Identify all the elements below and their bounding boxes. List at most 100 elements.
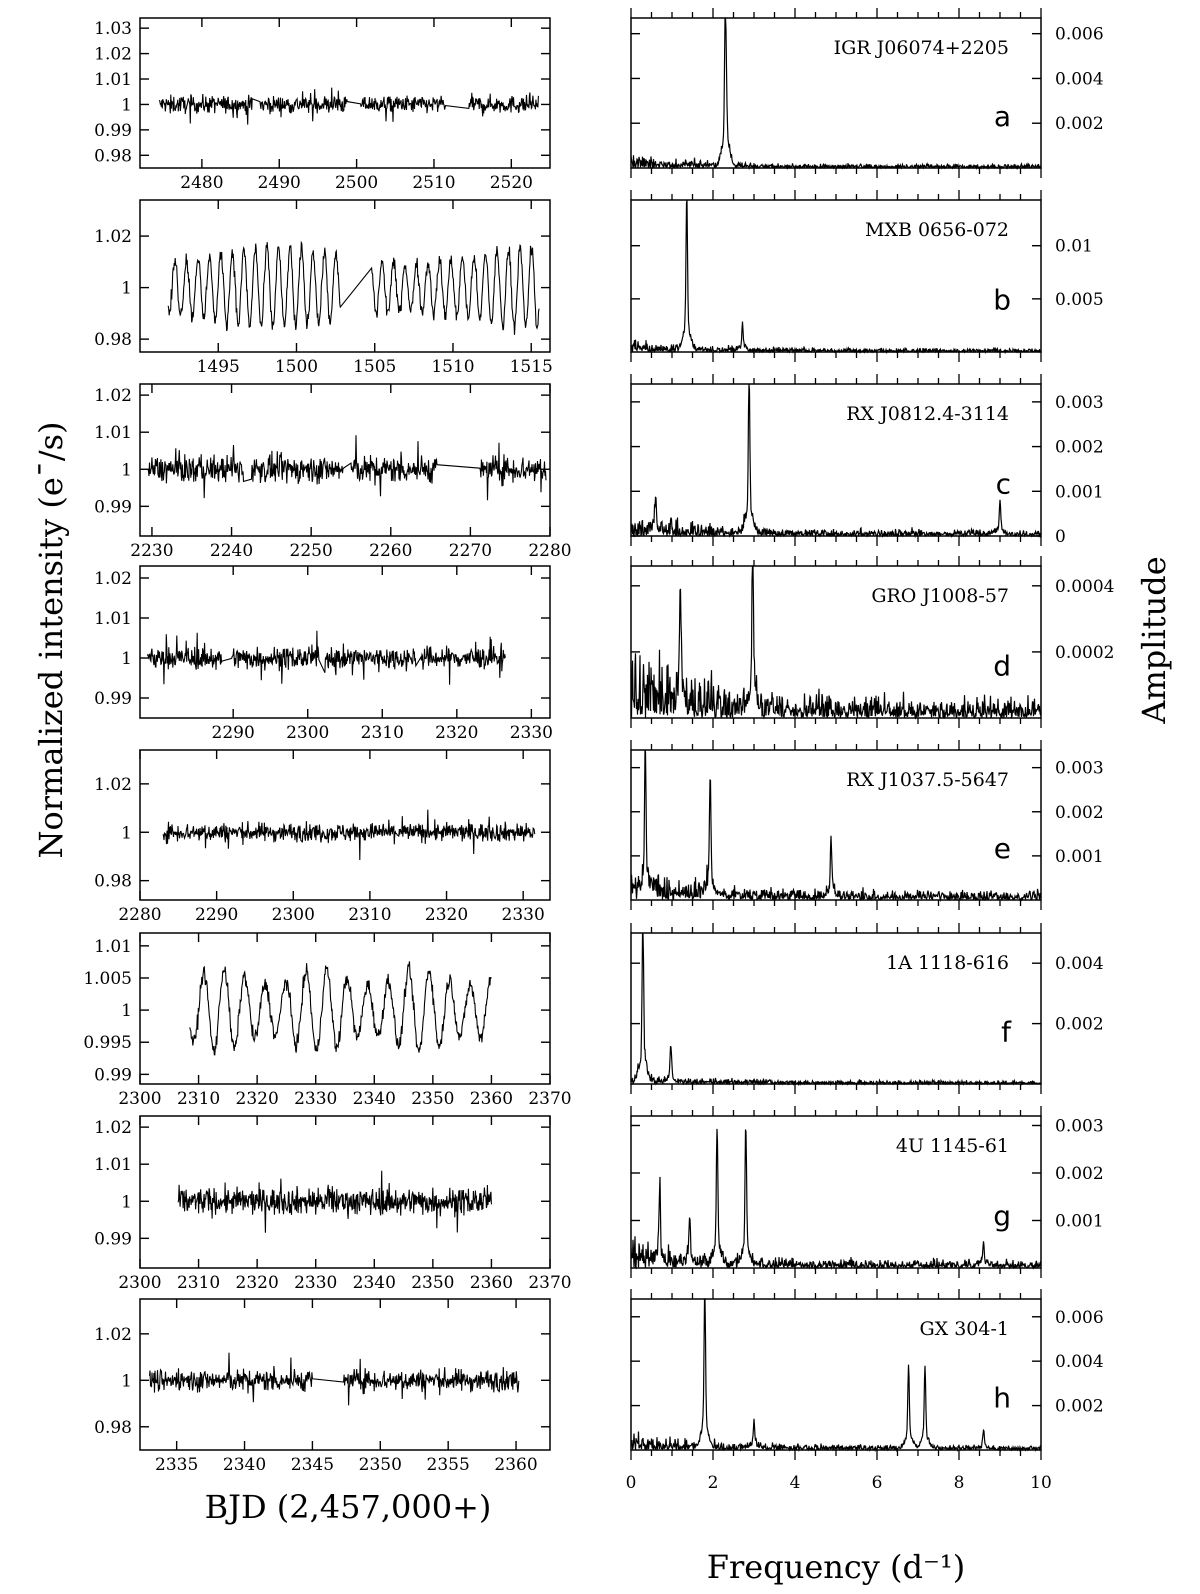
lc-x-tick-label: 2370: [528, 1089, 571, 1109]
panel-letter: h: [993, 1382, 1011, 1415]
lightcurve-frame: [139, 565, 551, 719]
lightcurve-frame: [139, 749, 551, 901]
lightcurve-frame: [139, 199, 551, 353]
lc-x-tick-label: 2490: [258, 173, 301, 193]
ps-y-tick-label: 0.004: [1055, 69, 1104, 89]
freq-tick-label: 0: [626, 1473, 637, 1493]
lc-y-tick-label: 0.99: [94, 689, 132, 709]
lightcurve-trace: [167, 240, 540, 335]
lc-x-tick-label: 2520: [490, 173, 533, 193]
ps-y-tick-label: 0.005: [1055, 290, 1104, 310]
lc-y-tick-label: 0.98: [94, 146, 132, 166]
lc-x-tick-label: 2310: [177, 1089, 220, 1109]
panel-letter: b: [993, 283, 1011, 316]
spectrum-trace: [630, 17, 1042, 171]
lc-x-tick-label: 2280: [118, 905, 161, 925]
lightcurve-trace: [146, 630, 506, 685]
lc-y-tick-label: 0.99: [94, 1065, 132, 1085]
lc-x-tick-label: 2345: [291, 1455, 334, 1475]
lc-y-tick-label: 1.01: [94, 609, 132, 629]
lc-x-tick-label: 2300: [272, 905, 315, 925]
lc-y-tick-label: 1.02: [94, 1118, 132, 1138]
lc-x-tick-label: 2270: [449, 541, 492, 561]
freq-tick-label: 4: [790, 1473, 801, 1493]
frequency-axis: 0 2 4 6 8 10: [626, 1473, 1052, 1493]
left-y-axis-title: Normalized intensity (e¯/s): [32, 421, 70, 858]
freq-tick-label: 8: [954, 1473, 965, 1493]
ps-y-tick-label: 0.003: [1055, 759, 1104, 779]
lightcurve-e: 1.02 1 0.98 2280 2290 2300 2310 2320 2330: [94, 749, 551, 925]
object-name: 1A 1118-616: [886, 952, 1009, 974]
lc-x-tick-label: 2350: [411, 1273, 454, 1293]
panel-f: 1.01 1.005 1 0.995 0.99 2300 2310 2320 2330 2340 2…: [83, 923, 1104, 1109]
lc-y-tick-label: 1.02: [94, 1325, 132, 1345]
lc-y-tick-label: 0.98: [94, 330, 132, 350]
lightcurve-trace: [148, 1352, 520, 1406]
ps-y-tick-label: 0.002: [1055, 438, 1104, 458]
lc-y-tick-label: 1.01: [94, 423, 132, 443]
panel-letter: e: [994, 832, 1011, 865]
lc-x-tick-label: 2355: [427, 1455, 470, 1475]
lc-x-tick-label: 2310: [361, 723, 404, 743]
lightcurve-a: 1.03 1.02 1.01 1 0.99 0.98 2480 2490 2500 2510 252…: [94, 17, 551, 193]
ps-y-tick-label: 0.006: [1055, 1308, 1104, 1328]
spectrum-trace: [630, 565, 1042, 720]
object-name: GX 304-1: [919, 1318, 1009, 1340]
lc-x-tick-label: 2320: [236, 1089, 279, 1109]
lc-x-tick-label: 2290: [212, 723, 255, 743]
lc-y-tick-label: 0.98: [94, 1418, 132, 1438]
lc-x-tick-label: 2310: [348, 905, 391, 925]
ps-y-tick-label: 0.0002: [1055, 643, 1114, 663]
ps-y-tick-label: 0.002: [1055, 1015, 1104, 1035]
lc-x-tick-label: 2300: [118, 1273, 161, 1293]
lc-x-tick-label: 2340: [353, 1089, 396, 1109]
ps-y-tick-label: 0.004: [1055, 1352, 1104, 1372]
right-y-axis-title: Amplitude: [1135, 556, 1173, 724]
spectrum-a: 0.006 0.004 0.002 IGR J06074+2205 a: [630, 8, 1104, 178]
ps-y-tick-label: 0.01: [1055, 237, 1093, 257]
lc-y-tick-label: 0.99: [94, 1229, 132, 1249]
spectrum-h: 0.006 0.004 0.002 GX 304-1 h: [630, 1289, 1104, 1460]
object-name: RX J0812.4-3114: [846, 403, 1009, 425]
lc-x-tick-label: 2330: [294, 1273, 337, 1293]
panel-letter: d: [993, 649, 1011, 682]
lc-y-tick-label: 1.02: [94, 227, 132, 247]
ps-y-tick-label: 0.006: [1055, 25, 1104, 45]
lightcurve-trace: [162, 809, 536, 861]
lc-y-tick-label: 1.01: [94, 937, 132, 957]
lc-y-tick-label: 1.02: [94, 45, 132, 65]
lightcurve-trace: [158, 87, 539, 125]
lc-y-tick-label: 0.995: [83, 1033, 132, 1053]
freq-tick-label: 2: [708, 1473, 719, 1493]
object-name: IGR J06074+2205: [834, 37, 1009, 59]
lc-x-tick-label: 1495: [197, 357, 240, 377]
lc-y-tick-label: 1: [121, 1001, 132, 1021]
panel-letter: c: [996, 467, 1011, 500]
lc-x-tick-label: 1510: [431, 357, 474, 377]
spectrum-d: 0.0004 0.0002 GRO J1008-57 d: [630, 556, 1114, 728]
lc-x-tick-label: 2510: [412, 173, 455, 193]
lc-x-tick-label: 2320: [425, 905, 468, 925]
lightcurve-frame: [139, 1115, 551, 1269]
lightcurve-frame: [139, 932, 551, 1085]
lightcurve-frame: [139, 383, 551, 537]
lc-y-tick-label: 1: [121, 649, 132, 669]
spectrum-f: 0.004 0.002 1A 1118-616 f: [630, 923, 1104, 1094]
lc-x-tick-label: 2340: [223, 1455, 266, 1475]
lc-y-tick-label: 1.01: [94, 1155, 132, 1175]
right-x-axis-title: Frequency (d⁻¹): [707, 1548, 965, 1586]
spectrum-c: 0.003 0.002 0.001 0 RX J0812.4-3114 c: [630, 374, 1104, 547]
lc-x-tick-label: 2350: [411, 1089, 454, 1109]
ps-y-tick-label: 0.002: [1055, 1164, 1104, 1184]
lightcurve-frame: [139, 17, 551, 169]
spectrum-e: 0.003 0.002 0.001 RX J1037.5-5647 e: [630, 740, 1104, 910]
ps-y-tick-label: 0.001: [1055, 847, 1104, 867]
lc-x-tick-label: 2240: [210, 541, 253, 561]
ps-y-tick-label: 0.003: [1055, 393, 1104, 413]
panel-a: 1.03 1.02 1.01 1 0.99 0.98 2480 2490 2500 2510 252…: [94, 8, 1104, 193]
lightcurve-trace: [189, 961, 492, 1056]
panel-letter: f: [1001, 1016, 1012, 1049]
